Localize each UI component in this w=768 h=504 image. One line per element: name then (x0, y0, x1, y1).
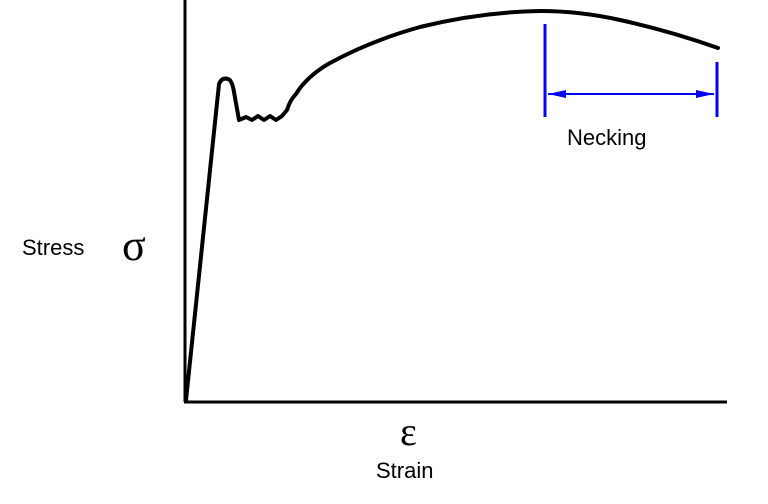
necking-dimension (543, 24, 719, 117)
arrow-left-icon (548, 90, 566, 98)
x-axis-label: Strain (376, 458, 434, 483)
sigma-symbol: σ (122, 221, 146, 270)
y-axis-label: Stress (22, 235, 85, 260)
epsilon-symbol: ε (400, 409, 417, 454)
stress-strain-curve (184, 9, 720, 402)
arrow-right-icon (696, 90, 714, 98)
necking-label: Necking (567, 125, 647, 150)
